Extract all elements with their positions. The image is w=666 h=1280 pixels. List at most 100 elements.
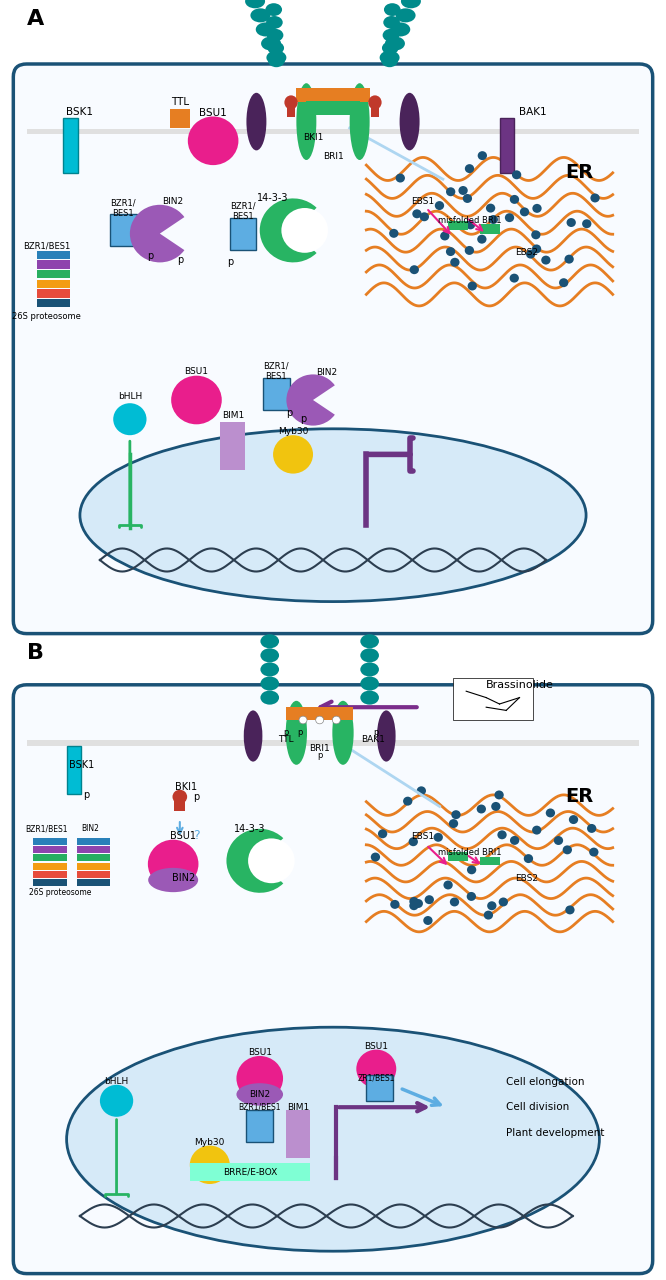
Text: ER: ER <box>565 164 593 182</box>
Circle shape <box>498 831 507 840</box>
Circle shape <box>532 826 541 835</box>
Text: bHLH: bHLH <box>118 392 142 402</box>
Ellipse shape <box>260 663 279 676</box>
Circle shape <box>148 840 198 888</box>
Circle shape <box>484 910 493 919</box>
Circle shape <box>410 265 419 274</box>
Bar <box>37 260 70 269</box>
Circle shape <box>467 865 476 874</box>
FancyBboxPatch shape <box>13 64 653 634</box>
Text: EBS2: EBS2 <box>515 874 537 883</box>
Circle shape <box>236 1056 283 1101</box>
Circle shape <box>589 847 599 856</box>
Bar <box>77 879 110 886</box>
Circle shape <box>587 824 596 833</box>
Bar <box>448 221 468 230</box>
Text: 26S proteosome: 26S proteosome <box>12 312 81 321</box>
Text: BKI1: BKI1 <box>175 782 198 792</box>
Ellipse shape <box>350 83 370 160</box>
Text: BZR1/BES1: BZR1/BES1 <box>238 1102 281 1112</box>
Circle shape <box>478 234 487 243</box>
Circle shape <box>424 916 433 925</box>
Text: BRI1: BRI1 <box>309 744 330 754</box>
Circle shape <box>545 809 555 818</box>
Bar <box>33 879 67 886</box>
Text: BSU1: BSU1 <box>199 109 227 118</box>
Bar <box>67 745 81 794</box>
Ellipse shape <box>266 50 286 64</box>
Bar <box>27 129 639 134</box>
Circle shape <box>371 852 380 861</box>
Text: BIN2: BIN2 <box>249 1089 270 1100</box>
Text: BAK1: BAK1 <box>519 108 547 116</box>
Circle shape <box>425 895 434 904</box>
Circle shape <box>113 403 147 435</box>
Circle shape <box>466 220 475 229</box>
Text: misfolded BRI1: misfolded BRI1 <box>438 216 501 225</box>
Circle shape <box>446 187 456 196</box>
Bar <box>263 378 290 410</box>
Ellipse shape <box>368 96 382 110</box>
Text: Myb30: Myb30 <box>278 428 308 436</box>
Ellipse shape <box>360 648 379 663</box>
Bar <box>286 1110 310 1158</box>
Bar <box>77 863 110 870</box>
Circle shape <box>505 214 514 223</box>
Ellipse shape <box>382 28 399 41</box>
Text: p: p <box>374 728 379 737</box>
Text: BIN2: BIN2 <box>81 824 99 833</box>
Circle shape <box>563 845 572 854</box>
FancyBboxPatch shape <box>13 685 653 1274</box>
Circle shape <box>492 803 501 812</box>
Ellipse shape <box>360 634 379 648</box>
Text: BSK1: BSK1 <box>69 760 94 769</box>
Circle shape <box>273 435 313 474</box>
Text: p: p <box>284 728 289 737</box>
Text: BZR1/
BES1: BZR1/ BES1 <box>230 201 256 221</box>
Wedge shape <box>130 205 184 262</box>
Text: p: p <box>176 256 183 265</box>
Ellipse shape <box>390 23 410 36</box>
Circle shape <box>541 256 551 265</box>
Ellipse shape <box>250 9 270 23</box>
Circle shape <box>477 805 486 814</box>
Text: BAK1: BAK1 <box>361 735 385 744</box>
Bar <box>170 109 190 128</box>
Ellipse shape <box>236 1083 283 1106</box>
Circle shape <box>463 195 472 204</box>
Circle shape <box>356 1050 396 1088</box>
Bar <box>37 298 70 307</box>
Circle shape <box>332 716 340 724</box>
Ellipse shape <box>360 663 379 676</box>
Circle shape <box>489 215 498 224</box>
Circle shape <box>526 250 535 259</box>
Circle shape <box>316 716 324 724</box>
Wedge shape <box>286 375 335 425</box>
Text: Myb30: Myb30 <box>194 1138 225 1147</box>
Text: BSU1: BSU1 <box>184 366 208 376</box>
Circle shape <box>449 819 458 828</box>
Ellipse shape <box>265 3 282 15</box>
Circle shape <box>565 905 575 914</box>
Wedge shape <box>260 198 316 262</box>
Bar <box>37 289 70 297</box>
Ellipse shape <box>67 1027 599 1252</box>
Bar <box>230 218 256 250</box>
Ellipse shape <box>385 36 405 50</box>
Bar <box>500 119 514 173</box>
Text: ZR1/BES1: ZR1/BES1 <box>358 1074 395 1083</box>
Circle shape <box>520 207 529 216</box>
Text: BIN2: BIN2 <box>172 873 194 883</box>
Circle shape <box>417 786 426 795</box>
Ellipse shape <box>332 700 354 764</box>
Bar <box>448 852 468 860</box>
Circle shape <box>414 899 423 908</box>
Circle shape <box>190 1146 230 1184</box>
Text: p: p <box>300 415 306 424</box>
Text: BIM1: BIM1 <box>287 1102 310 1112</box>
Bar <box>110 214 137 246</box>
Ellipse shape <box>384 3 400 15</box>
Ellipse shape <box>382 41 398 54</box>
Text: EBS1: EBS1 <box>412 832 434 841</box>
Circle shape <box>494 791 503 800</box>
